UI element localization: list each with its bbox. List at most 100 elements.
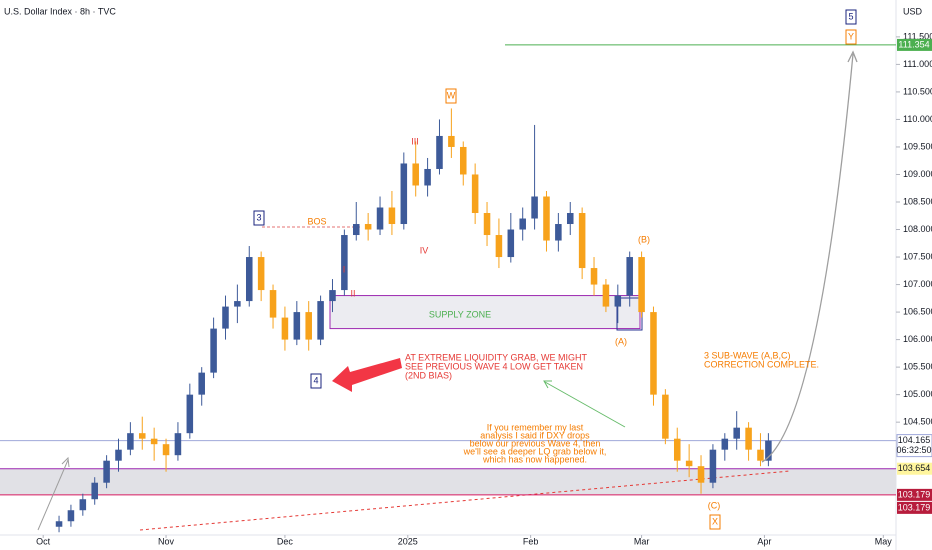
y-tick-label: 106.000 <box>903 334 932 344</box>
candle-body <box>281 317 289 340</box>
y-tick-label: 106.500 <box>903 306 932 316</box>
candle-body <box>519 218 526 230</box>
y-tick-label: 111.000 <box>903 59 932 69</box>
red-arrow <box>332 358 402 392</box>
candle-body <box>757 449 764 461</box>
x-tick-label: Dec <box>277 536 294 546</box>
candle-body <box>471 174 479 214</box>
y-tick-label: 108.500 <box>903 196 932 206</box>
wave-label: Y <box>848 31 854 41</box>
annotation-line: analysis I said if DXY drops <box>480 430 590 440</box>
y-tick-label: 105.500 <box>903 361 932 371</box>
y-tick-label: 111.500 <box>903 31 932 41</box>
y-tick-label: 107.500 <box>903 251 932 261</box>
level-label-bg <box>897 38 932 51</box>
projection-head <box>847 50 858 63</box>
candle-body <box>364 224 372 230</box>
wave-label: X <box>712 516 718 526</box>
candle-body <box>341 235 348 291</box>
y-tick-label: 109.500 <box>903 141 932 151</box>
candle-body <box>234 301 241 307</box>
candle-body <box>531 196 538 219</box>
candle-body <box>745 427 752 450</box>
candle-body <box>495 235 503 258</box>
y-tick-label: 109.000 <box>903 169 932 179</box>
x-tick-label: Nov <box>158 536 175 546</box>
candle-body <box>543 196 550 241</box>
candle-body <box>305 312 312 340</box>
x-tick-label: Oct <box>36 536 51 546</box>
candle-body <box>578 213 586 269</box>
wave-label-box <box>845 9 857 25</box>
wave-label: W <box>447 90 456 100</box>
x-tick-label: Apr <box>757 536 771 546</box>
countdown: 06:32:50 <box>896 445 931 455</box>
level-label-bg <box>896 434 932 458</box>
annotation-line: 3 SUB-WAVE (A,B,C) <box>704 350 791 360</box>
wave-label-box <box>445 88 457 104</box>
annotation: SUPPLY ZONE <box>429 309 491 319</box>
annotation-line: SEE PREVIOUS WAVE 4 LOW GET TAKEN <box>405 361 583 371</box>
trendline <box>139 470 791 531</box>
green-arrow-head <box>543 380 552 389</box>
candle-body <box>555 224 562 241</box>
y-tick-label: 107.000 <box>903 279 932 289</box>
candle-body <box>55 521 63 527</box>
y-tick-label: 104.500 <box>903 417 932 427</box>
candle-body <box>103 460 110 483</box>
candle-body <box>293 312 301 340</box>
candle-body <box>222 306 229 329</box>
x-tick-label: Feb <box>523 536 539 546</box>
candle-body <box>566 213 574 225</box>
y-tick-label: 110.000 <box>903 114 932 124</box>
annotation: IV <box>420 245 429 255</box>
candle-body <box>91 482 98 500</box>
supply-zone <box>329 295 641 330</box>
annotation-line: AT EXTREME LIQUIDITY GRAB, WE MIGHT <box>405 352 588 362</box>
candle-body <box>115 449 122 461</box>
candle-body <box>638 257 645 313</box>
candle-body <box>483 213 491 236</box>
annotation: BOS <box>307 216 326 226</box>
candle-body <box>245 257 253 302</box>
candle-body <box>127 433 134 450</box>
annotation-line: which has now happened. <box>482 454 587 464</box>
candle-body <box>79 499 87 511</box>
candle-body <box>733 427 740 439</box>
candle-body <box>765 440 772 461</box>
candle-body <box>673 438 681 461</box>
past-arrow-head <box>61 456 70 468</box>
candle-body <box>685 460 693 467</box>
wave-label-box <box>845 29 857 45</box>
projection <box>761 53 854 463</box>
wave-label: 4 <box>313 375 318 385</box>
x-tick-label: 2025 <box>398 536 418 546</box>
past-arrow <box>37 459 69 531</box>
candle-body <box>626 257 633 296</box>
liquidity-zone <box>0 468 896 495</box>
candle-body <box>186 394 194 434</box>
candle-body <box>412 163 419 186</box>
candle-body <box>662 394 669 439</box>
annotation: (C) <box>708 500 721 510</box>
y-tick-label: 110.500 <box>903 86 932 96</box>
y-tick-label: 108.000 <box>903 224 932 234</box>
candle-body <box>697 466 705 483</box>
annotation-line: CORRECTION COMPLETE. <box>704 359 819 369</box>
annotation: (B) <box>638 234 650 244</box>
x-tick-label: Mar <box>634 536 650 546</box>
currency: USD <box>903 6 923 16</box>
annotation-line: below our previous Wave 4, then <box>470 438 601 448</box>
wave-label-box <box>310 373 322 389</box>
candle-body <box>602 284 610 307</box>
level-label: 111.354 <box>898 39 929 49</box>
level-label: 104.165 <box>898 435 931 445</box>
candle-body <box>459 146 467 175</box>
annotation-line: we'll see a deeper LQ grab below it, <box>463 446 607 456</box>
candle-body <box>590 268 598 285</box>
candle-body <box>198 372 205 395</box>
candle-body <box>436 135 443 169</box>
wave-label-box <box>709 514 721 530</box>
level-label-bg <box>897 488 932 501</box>
